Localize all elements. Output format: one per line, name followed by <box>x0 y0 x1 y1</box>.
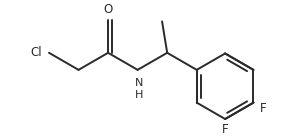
Text: N
H: N H <box>135 78 144 99</box>
Text: Cl: Cl <box>30 46 42 59</box>
Text: F: F <box>222 123 229 136</box>
Text: O: O <box>103 3 113 16</box>
Text: F: F <box>260 102 266 115</box>
